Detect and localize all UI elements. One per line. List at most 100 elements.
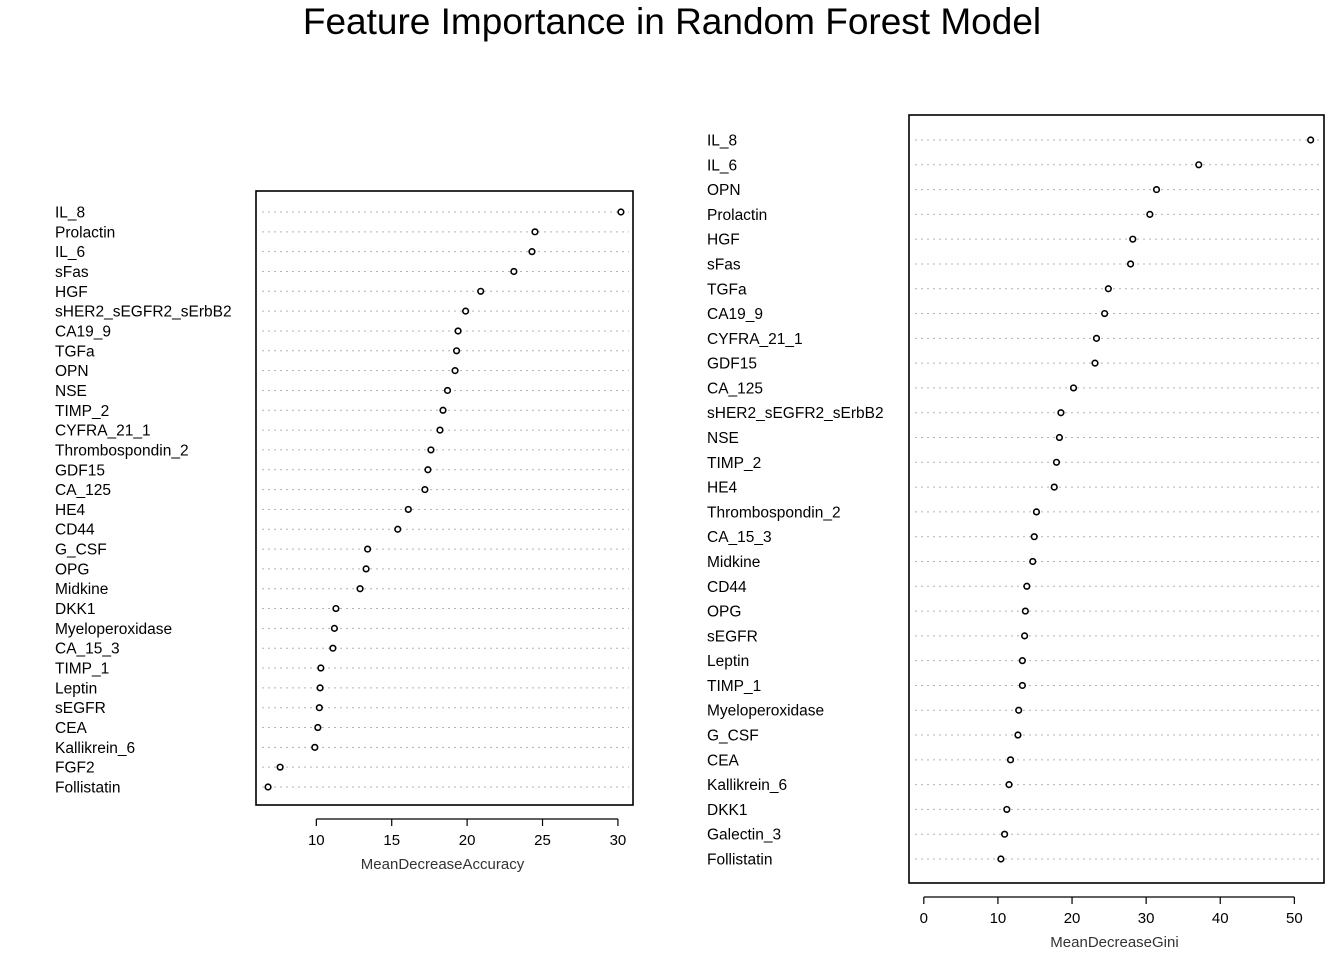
data-point	[330, 624, 339, 632]
data-point	[1069, 384, 1078, 392]
category-label: G_CSF	[707, 728, 759, 745]
category-label: GDF15	[707, 356, 757, 373]
category-label: Midkine	[707, 554, 760, 571]
data-point	[436, 426, 444, 434]
category-label: GDF15	[55, 462, 105, 479]
category-label: sHER2_sEGFR2_sErbB2	[707, 405, 884, 422]
data-point	[1014, 731, 1022, 739]
data-point	[264, 783, 272, 791]
data-point	[1091, 359, 1099, 367]
data-point	[1307, 136, 1315, 144]
data-point	[1003, 805, 1011, 814]
category-label: Myeloperoxidase	[707, 703, 824, 720]
data-point	[1032, 508, 1041, 516]
data-point	[1023, 582, 1031, 590]
category-label: sFas	[707, 256, 741, 273]
category-label: CA_15_3	[707, 529, 772, 546]
category-label: OPN	[55, 363, 89, 380]
data-point	[276, 763, 284, 771]
category-label: OPG	[707, 604, 741, 621]
data-point	[1055, 433, 1064, 442]
data-point	[427, 446, 435, 454]
x-tick-label: 40	[1212, 910, 1229, 927]
category-label: IL_6	[55, 244, 85, 261]
data-point	[1015, 706, 1023, 714]
data-point	[454, 327, 462, 335]
data-point	[1057, 409, 1065, 417]
category-label: CEA	[55, 720, 88, 737]
data-point	[443, 386, 452, 395]
category-label: CD44	[707, 579, 747, 596]
category-label: G_CSF	[55, 542, 107, 559]
data-point	[510, 267, 518, 276]
category-label: OPN	[707, 182, 741, 199]
category-label: TIMP_1	[707, 678, 761, 695]
category-label: CEA	[707, 752, 740, 769]
category-label: Follistatin	[707, 852, 772, 869]
data-point	[394, 525, 402, 533]
data-point	[317, 664, 325, 672]
data-point	[1104, 285, 1112, 293]
x-axis-title: MeanDecreaseGini	[1050, 934, 1178, 951]
data-point	[1129, 235, 1137, 243]
category-label: TGFa	[55, 343, 95, 360]
category-label: Prolactin	[707, 207, 767, 224]
data-point	[404, 505, 412, 514]
x-tick-label: 30	[610, 832, 627, 849]
data-point	[1005, 781, 1013, 789]
category-label: Follistatin	[55, 780, 120, 797]
data-point	[1092, 334, 1101, 342]
category-label: CA19_9	[707, 306, 763, 323]
category-label: CA19_9	[55, 323, 111, 340]
category-label: IL_8	[707, 133, 737, 150]
category-label: NSE	[55, 383, 87, 400]
category-label: sEGFR	[55, 700, 106, 717]
category-label: Midkine	[55, 581, 108, 598]
data-point	[1029, 557, 1037, 566]
x-tick-label: 0	[920, 910, 928, 927]
category-label: Kallikrein_6	[55, 740, 135, 757]
data-point	[421, 485, 429, 494]
x-tick-label: 10	[990, 910, 1007, 927]
category-label: Myeloperoxidase	[55, 621, 172, 638]
data-point	[528, 248, 536, 256]
data-point	[1018, 681, 1026, 690]
category-label: HGF	[707, 232, 740, 249]
category-label: sEGFR	[707, 628, 758, 645]
x-tick-label: 20	[459, 832, 476, 849]
data-point	[1050, 483, 1058, 491]
category-label: FGF2	[55, 760, 95, 777]
data-point	[451, 367, 459, 375]
category-label: CA_15_3	[55, 641, 120, 658]
data-point	[1152, 185, 1161, 194]
data-point	[1018, 657, 1026, 665]
data-point	[362, 565, 370, 573]
data-point	[316, 684, 324, 692]
category-label: DKK1	[55, 601, 96, 618]
x-axis-title: MeanDecreaseAccuracy	[361, 856, 525, 873]
data-point	[332, 604, 340, 613]
data-point	[1101, 309, 1109, 318]
category-label: Thrombospondin_2	[707, 504, 841, 521]
data-point	[363, 545, 372, 553]
category-label: TIMP_2	[707, 455, 761, 472]
data-point	[1006, 756, 1015, 764]
data-point	[1126, 260, 1135, 268]
category-label: DKK1	[707, 802, 748, 819]
category-label: CYFRA_21_1	[55, 423, 151, 440]
category-label: Prolactin	[55, 224, 115, 241]
data-point	[424, 466, 432, 474]
data-point	[311, 743, 319, 751]
x-tick-label: 20	[1064, 910, 1081, 927]
chart-title: Feature Importance in Random Forest Mode…	[302, 1, 1042, 42]
category-label: sHER2_sEGFR2_sErbB2	[55, 304, 232, 321]
category-label: HE4	[55, 502, 86, 519]
data-point	[462, 307, 470, 315]
category-label: Kallikrein_6	[707, 777, 787, 794]
data-point	[531, 228, 539, 236]
category-label: NSE	[707, 430, 739, 447]
data-point	[356, 585, 364, 593]
category-label: HGF	[55, 284, 88, 301]
data-point	[1052, 458, 1061, 466]
